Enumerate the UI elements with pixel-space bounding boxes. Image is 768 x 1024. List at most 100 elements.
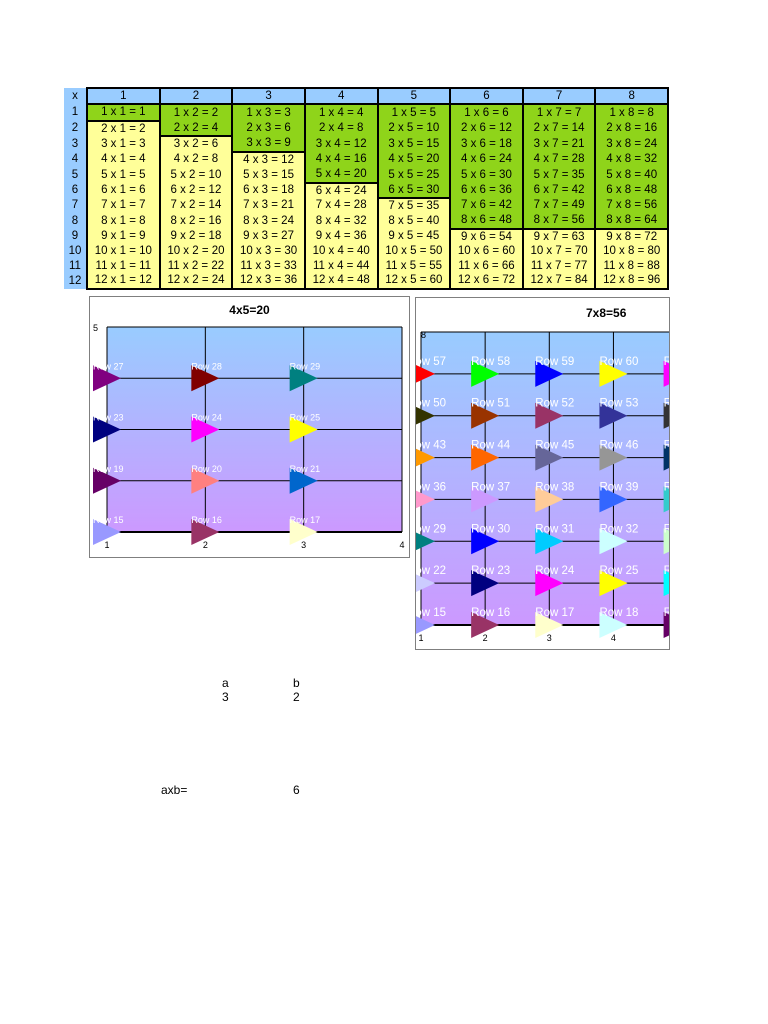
row-header: 1	[64, 104, 87, 121]
table-cell: 7 x 2 = 14	[158, 198, 234, 214]
table-cell: 1 x 4 = 4	[303, 104, 379, 121]
data-point-marker	[663, 486, 669, 513]
table-cell: 9 x 6 = 54	[449, 228, 524, 245]
table-cell: 8 x 7 = 56	[521, 213, 597, 230]
data-point-marker	[93, 519, 121, 545]
table-cell: 7 x 6 = 42	[449, 198, 524, 214]
row-header: 4	[64, 151, 87, 168]
axb-value: 6	[293, 783, 300, 797]
data-point-label: Row 59	[535, 356, 574, 368]
table-cell: 10 x 6 = 60	[449, 244, 524, 260]
table-cell: 9 x 8 = 72	[594, 228, 669, 245]
data-point-label: Row 45	[535, 440, 574, 452]
table-cell: 9 x 5 = 45	[376, 229, 452, 245]
table-cell: 5 x 3 = 15	[231, 167, 306, 183]
data-point-marker	[416, 406, 435, 425]
table-cell: 4 x 6 = 24	[449, 151, 524, 168]
table-cell: 10 x 2 = 20	[158, 244, 234, 260]
data-point-label: Row	[664, 440, 669, 452]
row-header: 5	[64, 167, 87, 183]
b-label: b	[293, 676, 300, 690]
data-point-label: Row 21	[290, 464, 321, 474]
data-point-marker	[471, 528, 500, 555]
table-cell: 6 x 5 = 30	[376, 182, 452, 199]
data-point-label: Row 44	[471, 440, 511, 452]
table-cell: 4 x 2 = 8	[158, 151, 234, 168]
data-point-marker	[663, 444, 669, 471]
data-point-label: Row 43	[416, 440, 446, 452]
table-cell: 2 x 3 = 6	[231, 120, 306, 137]
data-point-marker	[535, 570, 564, 597]
table-cell: 1 x 6 = 6	[449, 104, 524, 121]
table-cell: 8 x 2 = 16	[158, 213, 234, 230]
table-cell: 12 x 4 = 48	[303, 273, 379, 290]
data-point-marker	[471, 402, 500, 429]
table-cell: 11 x 6 = 66	[449, 259, 524, 274]
table-cell: 7 x 4 = 28	[303, 198, 379, 214]
x-tick-label: 4	[611, 633, 616, 643]
table-cell: 6 x 8 = 48	[594, 182, 669, 199]
axb-label: axb=	[161, 783, 188, 797]
table-cell: 7 x 7 = 49	[521, 198, 597, 214]
data-point-marker	[663, 528, 669, 555]
table-cell: 2 x 8 = 16	[594, 120, 669, 137]
data-point-marker	[289, 416, 318, 443]
column-header: 4	[303, 86, 379, 106]
table-cell: 12 x 3 = 36	[231, 273, 306, 290]
table-cell: 2 x 7 = 14	[521, 120, 597, 137]
column-header: 6	[449, 86, 524, 106]
chart-4x5: 4x5=20 1 2 3 4 5 Row 27 Row 28 Row 29 Row 23 Row …	[89, 296, 410, 558]
data-point-label: Row 53	[599, 398, 638, 410]
data-point-marker	[471, 486, 500, 513]
data-point-label: Row 37	[471, 481, 510, 493]
data-point-label: Row 51	[471, 398, 510, 410]
table-cell: 3 x 3 = 9	[231, 136, 306, 152]
table-cell: 2 x 4 = 8	[303, 120, 379, 137]
table-cell: 4 x 1 = 4	[86, 151, 161, 168]
data-point-marker	[416, 616, 435, 634]
data-point-marker	[599, 402, 628, 429]
data-point-marker	[663, 612, 669, 638]
table-cell: 8 x 4 = 32	[303, 213, 379, 230]
data-point-marker	[93, 365, 121, 392]
data-point-label: Row	[664, 481, 669, 493]
data-point-label: Row 38	[535, 481, 574, 493]
table-cell: 12 x 2 = 24	[158, 273, 234, 290]
row-header: 12	[64, 273, 87, 289]
data-point-label: Row 52	[535, 398, 574, 410]
table-cell: 3 x 8 = 24	[594, 136, 669, 152]
table-cell: 11 x 7 = 77	[521, 259, 597, 274]
data-point-marker	[535, 612, 564, 638]
table-cell: 3 x 5 = 15	[376, 136, 452, 152]
data-point-marker	[535, 486, 564, 513]
data-point-label: Row 25	[290, 413, 321, 423]
data-point-marker	[599, 612, 628, 638]
data-point-label: Row 24	[535, 565, 575, 577]
data-point-marker	[289, 519, 318, 545]
table-cell: 3 x 2 = 6	[158, 135, 234, 152]
data-point-marker	[663, 402, 669, 429]
table-cell: 12 x 5 = 60	[376, 273, 452, 290]
data-point-marker	[191, 416, 220, 443]
data-point-marker	[416, 574, 435, 592]
data-point-marker	[416, 448, 435, 467]
data-point-label: Row 22	[416, 565, 446, 577]
data-point-label: Row 29	[416, 523, 446, 535]
row-header: 6	[64, 182, 87, 199]
row-header: 11	[64, 259, 87, 274]
data-point-label: Row 24	[191, 413, 222, 423]
row-header: 7	[64, 198, 87, 214]
data-point-marker	[599, 444, 628, 471]
data-point-label: Row 15	[93, 515, 124, 525]
data-point-marker	[416, 532, 435, 551]
data-point-marker	[599, 486, 628, 513]
data-point-marker	[191, 365, 220, 392]
table-cell: 12 x 1 = 12	[86, 273, 161, 290]
data-point-marker	[416, 490, 435, 509]
table-cell: 3 x 4 = 12	[303, 136, 379, 152]
data-point-label: Row 20	[191, 464, 222, 474]
data-point-label: Row 58	[471, 356, 510, 368]
data-point-label: Row	[664, 607, 669, 619]
